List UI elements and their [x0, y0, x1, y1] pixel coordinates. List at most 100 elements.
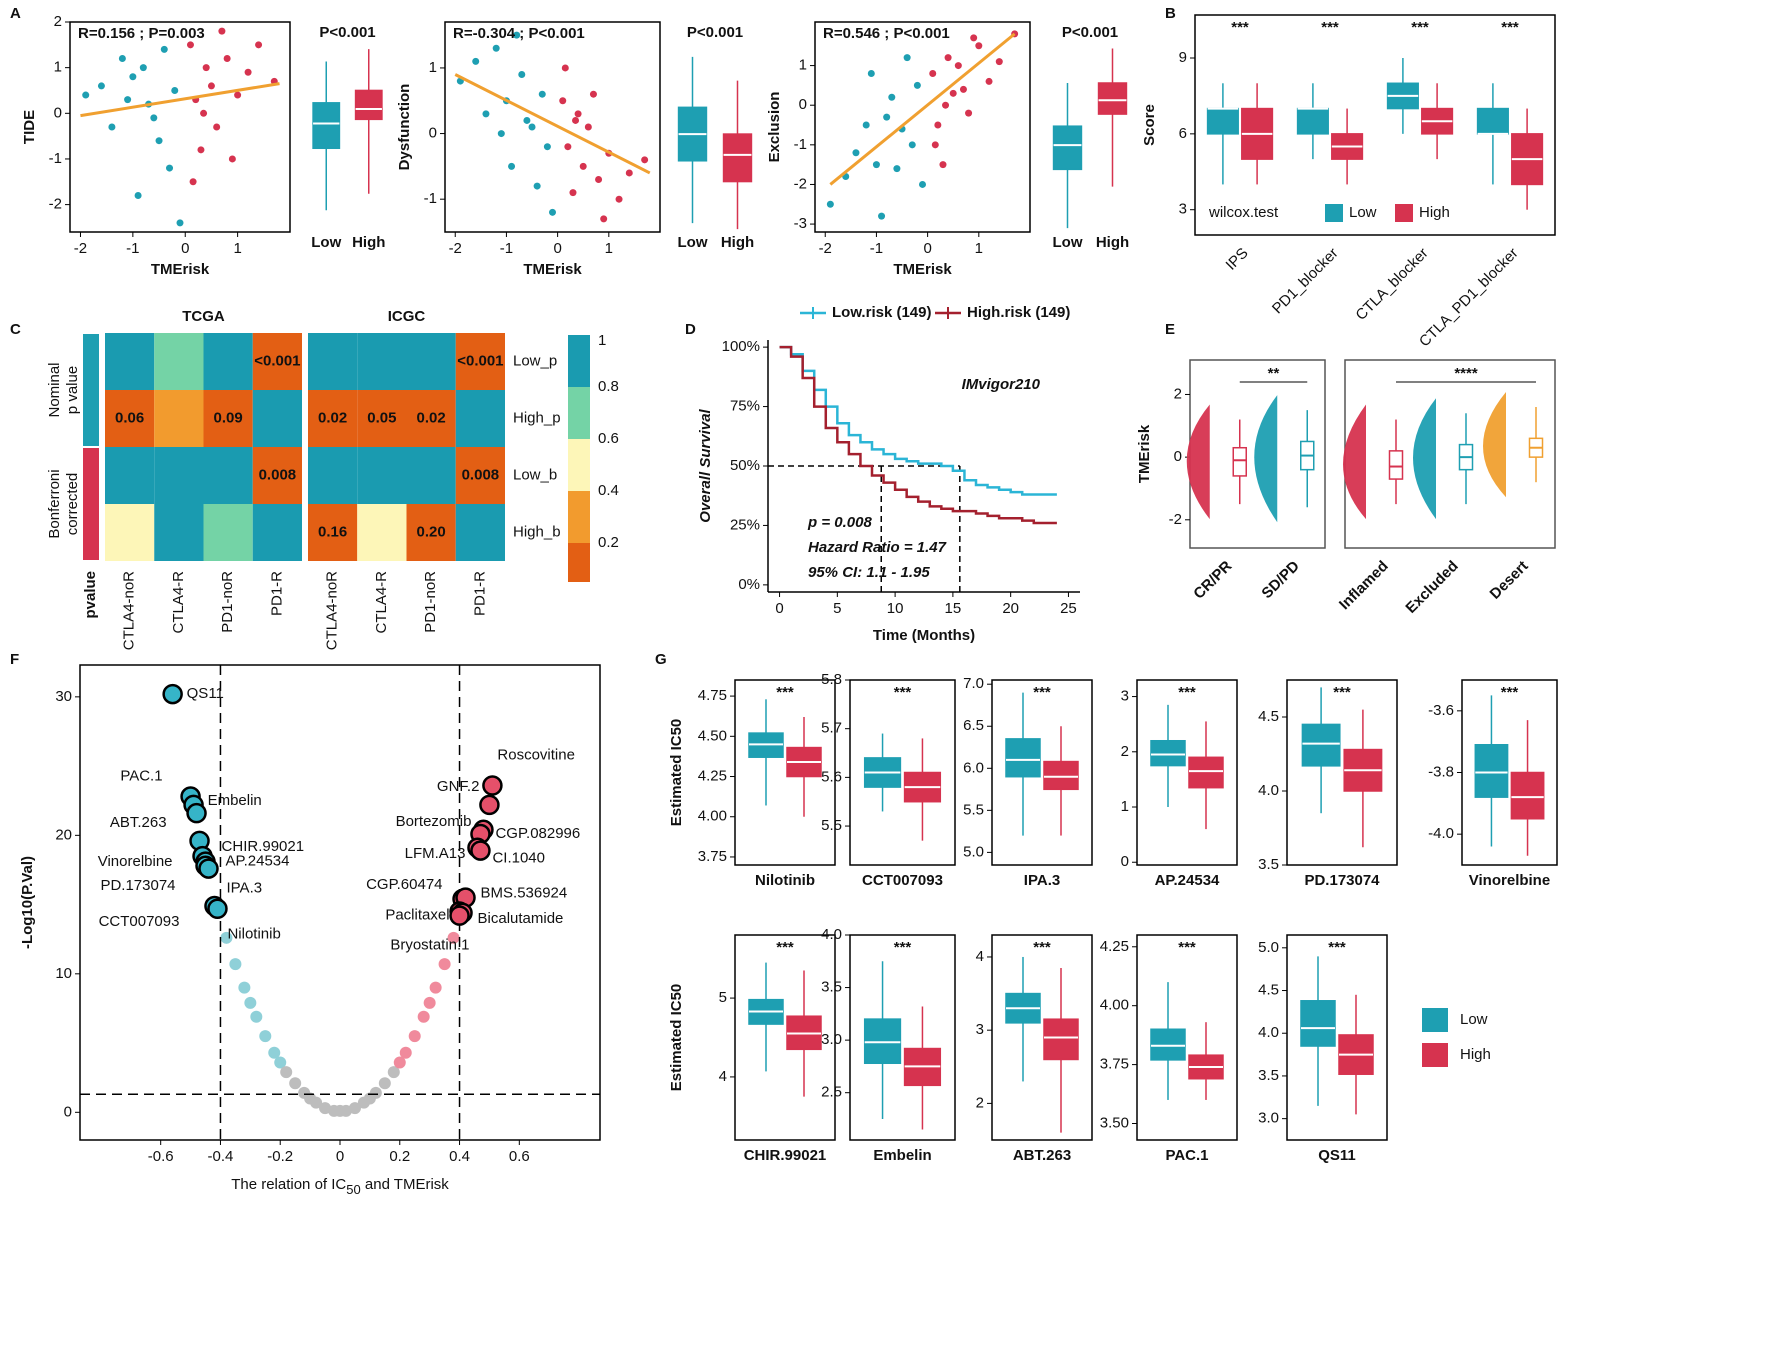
box: [1510, 771, 1545, 820]
point: [387, 1066, 400, 1079]
annotation: R=0.546 ; P<0.001: [823, 25, 950, 42]
x-axis-label: TMErisk: [893, 261, 952, 278]
x-tick-label: 15: [945, 600, 962, 617]
point: [975, 42, 983, 50]
point: [862, 121, 870, 129]
point: [965, 109, 973, 117]
box: [1043, 760, 1079, 791]
point: [929, 70, 937, 78]
point: [229, 958, 242, 971]
point: [549, 208, 556, 216]
point-label: BMS.536924: [481, 885, 568, 902]
x-tick-label: CHIR.99021: [744, 1147, 827, 1164]
legend-swatch: [1325, 204, 1343, 222]
significance: ***: [894, 939, 912, 956]
legend-label: Low: [1460, 1011, 1488, 1028]
x-tick-label: Low: [311, 234, 341, 251]
x-tick-label: PD.173074: [1304, 872, 1380, 889]
cell-label: 0.02: [417, 409, 446, 426]
x-tick-label: 0.4: [449, 1148, 470, 1165]
panel-label: A: [10, 5, 21, 22]
y-tick-label: 3.50: [1100, 1114, 1129, 1131]
x-tick-label: Vinorelbine: [1469, 872, 1550, 889]
y-tick-label: 0: [1174, 448, 1182, 465]
heat-cell: [455, 504, 505, 561]
point: [268, 1046, 281, 1059]
y-tick-label: 5.5: [821, 817, 842, 834]
violin: [1254, 395, 1278, 523]
colorbar-label: 1: [598, 332, 606, 349]
y-tick-label: 4.75: [698, 687, 727, 704]
group-label: ICGC: [388, 308, 426, 325]
column-label: CTLA4-R: [170, 571, 187, 634]
heat-cell: [406, 504, 456, 561]
y-tick-label: 2: [54, 13, 62, 30]
x-tick-label: -2: [449, 240, 462, 257]
point-label: QS11: [187, 685, 224, 702]
y-tick-label: -2: [49, 196, 62, 213]
plot-frame: [734, 679, 836, 866]
point: [274, 1056, 287, 1069]
point: [908, 141, 916, 149]
x-tick-label: 20: [1002, 600, 1019, 617]
point-label: ABT.263: [110, 814, 167, 831]
x-tick-label: AP.24534: [1155, 872, 1220, 889]
point-label: CGP.082996: [495, 825, 580, 842]
heat-cell: [308, 333, 358, 390]
y-axis-label: TMErisk: [1136, 424, 1153, 483]
highlight-point: [198, 858, 219, 879]
box: [1301, 723, 1341, 767]
point: [572, 116, 580, 124]
x-tick-label: -1: [870, 240, 883, 257]
x-tick-label: -1: [500, 240, 513, 257]
point: [108, 123, 116, 131]
point: [919, 180, 926, 188]
y-tick-label: 4.00: [698, 808, 727, 825]
point: [166, 164, 174, 172]
panel-label: G: [655, 651, 667, 668]
y-tick-label: -1: [794, 136, 807, 153]
heat-cell: [357, 390, 407, 447]
point: [872, 161, 880, 169]
point: [417, 1010, 430, 1023]
y-axis-label: TIDE: [21, 110, 38, 144]
point: [124, 96, 132, 104]
cell-label: <0.001: [457, 352, 503, 369]
violin: [1343, 404, 1366, 520]
point: [513, 31, 521, 39]
point: [852, 149, 860, 157]
x-tick-label: ABT.263: [1013, 1147, 1071, 1164]
point: [543, 143, 551, 151]
plot-frame: [814, 21, 1031, 233]
point: [207, 82, 215, 90]
y-tick-label: 2: [976, 1094, 984, 1111]
heat-cell: [406, 390, 456, 447]
heat-cell: [252, 447, 302, 504]
plot-frame: [1136, 934, 1238, 1141]
x-tick-label: IPS: [1223, 245, 1252, 274]
point: [289, 1077, 302, 1090]
y-tick-label: 3.0: [1258, 1110, 1279, 1127]
group-label: TCGA: [182, 308, 225, 325]
point: [615, 195, 623, 203]
point: [559, 97, 567, 105]
legend-label: Low.risk (149): [832, 304, 931, 321]
significance: ***: [894, 684, 912, 701]
plot-frame: [69, 21, 291, 233]
annotation: IMvigor210: [962, 376, 1041, 393]
point: [244, 68, 252, 76]
survival-curve: [779, 345, 1057, 496]
point: [826, 200, 834, 208]
point: [393, 1056, 406, 1069]
colorbar-label: 0.8: [598, 378, 619, 395]
row-group-label: corrected: [64, 473, 81, 536]
bracket-label: **: [1268, 365, 1280, 382]
x-tick-label: SD/PD: [1258, 557, 1303, 602]
y-tick-label: 0: [1121, 853, 1129, 870]
y-tick-label: 20: [55, 826, 72, 843]
box: [1206, 107, 1239, 135]
y-tick-label: -3.6: [1428, 702, 1454, 719]
column-label: CTLA4-noR: [121, 571, 138, 650]
point: [508, 162, 516, 170]
point: [280, 1066, 293, 1079]
